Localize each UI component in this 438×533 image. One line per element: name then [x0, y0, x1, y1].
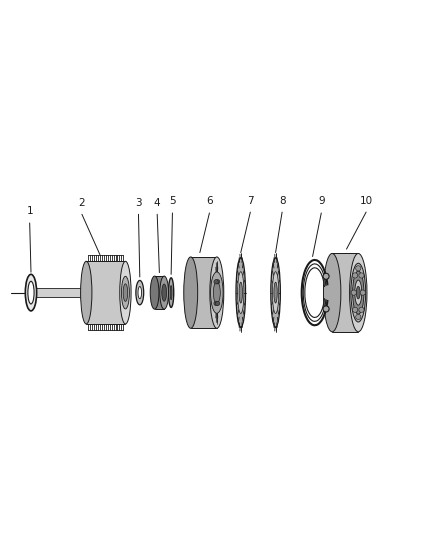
Ellipse shape: [236, 258, 246, 327]
Ellipse shape: [136, 280, 144, 305]
Text: 4: 4: [154, 198, 160, 208]
Ellipse shape: [28, 281, 34, 304]
Circle shape: [356, 314, 361, 319]
Ellipse shape: [357, 286, 360, 299]
Circle shape: [359, 307, 364, 312]
Circle shape: [359, 273, 364, 278]
Text: 7: 7: [247, 196, 254, 206]
Ellipse shape: [351, 263, 366, 322]
Text: 9: 9: [318, 197, 325, 206]
Ellipse shape: [323, 254, 341, 332]
Circle shape: [356, 266, 361, 271]
Circle shape: [360, 290, 365, 295]
Ellipse shape: [239, 282, 243, 303]
Ellipse shape: [169, 278, 174, 308]
Ellipse shape: [274, 282, 277, 303]
Ellipse shape: [350, 254, 367, 332]
Text: 2: 2: [78, 198, 85, 208]
Ellipse shape: [184, 257, 198, 328]
Bar: [155, 276, 164, 309]
Ellipse shape: [211, 272, 223, 313]
Bar: [86, 261, 125, 324]
Circle shape: [215, 301, 220, 305]
Circle shape: [215, 280, 220, 284]
Ellipse shape: [170, 286, 172, 300]
Circle shape: [323, 273, 329, 279]
Ellipse shape: [138, 287, 141, 298]
Bar: [31, 288, 117, 297]
Ellipse shape: [162, 284, 166, 301]
Text: 5: 5: [169, 197, 176, 206]
Ellipse shape: [353, 271, 364, 314]
Circle shape: [214, 280, 218, 284]
Text: 1: 1: [26, 206, 33, 216]
Bar: [332, 254, 358, 332]
Text: 8: 8: [279, 196, 286, 206]
Circle shape: [214, 301, 218, 305]
Circle shape: [353, 273, 358, 278]
Text: 10: 10: [360, 196, 373, 206]
Ellipse shape: [272, 272, 279, 313]
Bar: [191, 257, 217, 328]
Ellipse shape: [238, 272, 244, 313]
Circle shape: [353, 307, 358, 312]
Ellipse shape: [150, 276, 159, 309]
Ellipse shape: [210, 257, 224, 328]
Ellipse shape: [120, 261, 131, 324]
Bar: [27, 290, 32, 295]
Ellipse shape: [213, 282, 220, 303]
Text: 3: 3: [135, 198, 142, 208]
Ellipse shape: [355, 280, 362, 305]
Ellipse shape: [25, 274, 37, 311]
Circle shape: [351, 290, 357, 295]
Ellipse shape: [160, 276, 169, 309]
Ellipse shape: [123, 284, 128, 301]
Circle shape: [323, 306, 329, 312]
Ellipse shape: [121, 276, 129, 309]
Ellipse shape: [271, 258, 280, 327]
Text: 6: 6: [206, 197, 213, 206]
Ellipse shape: [81, 261, 92, 324]
